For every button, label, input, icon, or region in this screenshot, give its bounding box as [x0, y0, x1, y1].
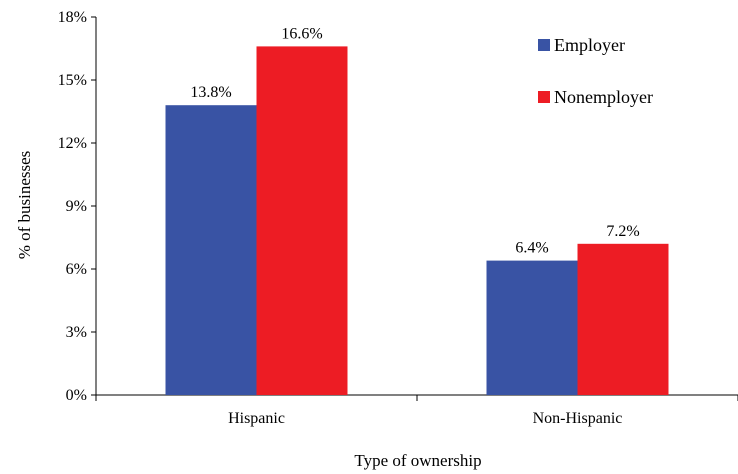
y-axis: 0% 3% 6% 9% 12% 15% 18%: [58, 9, 97, 404]
data-label: 16.6%: [281, 25, 322, 42]
x-tick-label: Hispanic: [228, 410, 285, 427]
bar: [577, 243, 669, 395]
bar: [165, 105, 257, 395]
x-axis: Hispanic Non-Hispanic: [95, 394, 738, 427]
y-tick-label: 3%: [66, 324, 87, 341]
data-label: 13.8%: [190, 84, 231, 101]
bar: [256, 46, 348, 396]
y-tick-label: 18%: [58, 9, 87, 26]
y-tick-label: 6%: [66, 261, 87, 278]
y-tick-label: 0%: [66, 387, 87, 404]
data-label: 6.4%: [515, 240, 548, 257]
bars: [165, 46, 669, 396]
legend-swatch: [538, 39, 550, 51]
y-tick-label: 15%: [58, 72, 87, 89]
legend-label: Employer: [554, 35, 625, 55]
legend-swatch: [538, 91, 550, 103]
legend-label: Nonemployer: [554, 87, 653, 107]
y-axis-title: % of businesses: [15, 151, 34, 260]
data-labels: 13.8% 16.6% 6.4% 7.2%: [190, 25, 639, 256]
y-tick-label: 9%: [66, 198, 87, 215]
y-tick-label: 12%: [58, 135, 87, 152]
x-axis-title: Type of ownership: [354, 451, 481, 470]
data-label: 7.2%: [606, 223, 639, 240]
x-tick-label: Non-Hispanic: [533, 410, 623, 427]
bar: [486, 260, 578, 395]
legend: Employer Nonemployer: [538, 35, 653, 107]
